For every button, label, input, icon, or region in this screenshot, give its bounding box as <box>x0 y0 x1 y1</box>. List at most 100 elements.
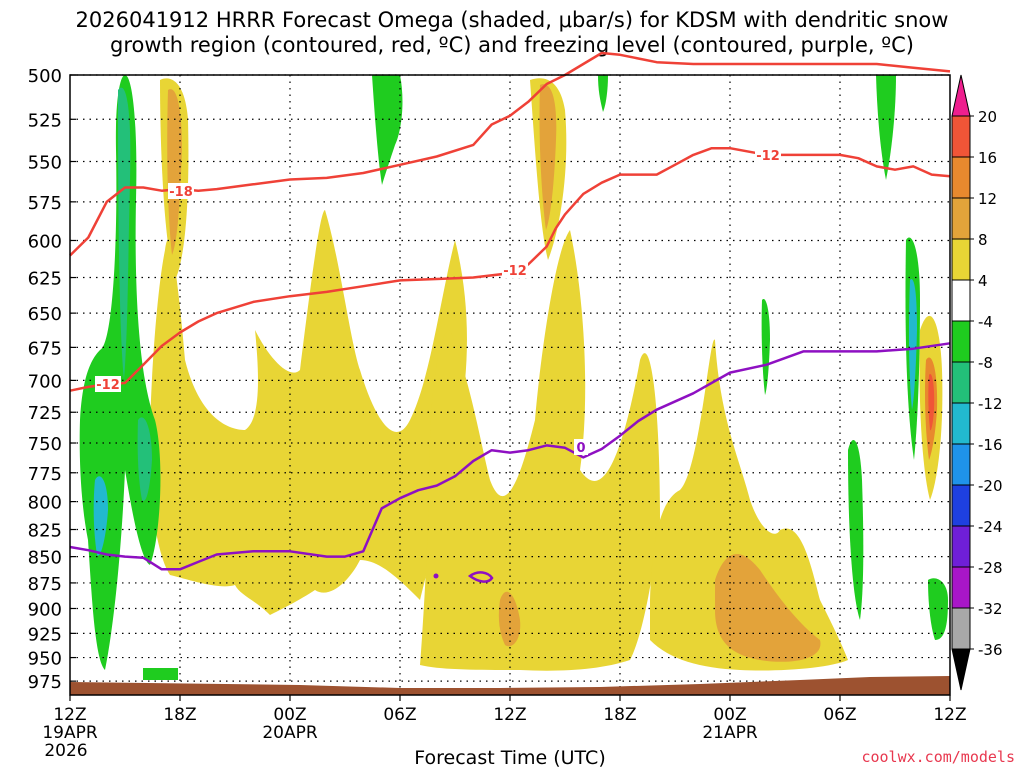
y-axis: 500 525 550 575 600 625 650 675 700 725 750 775 800 8… <box>28 66 76 693</box>
colorbar-label: 4 <box>978 272 988 290</box>
rising-core-low-left-2 <box>137 417 152 501</box>
omega-shading-background <box>79 75 948 680</box>
y-tick-label: 900 <box>28 599 62 620</box>
colorbar-label: -4 <box>978 313 993 331</box>
y-tick-label: 925 <box>28 624 62 645</box>
freezing-level-dot <box>433 573 439 579</box>
y-tick-label: 725 <box>28 403 62 424</box>
colorbar-label: -20 <box>978 477 1003 495</box>
x-tick-year-label: 2026 <box>44 741 87 761</box>
colorbar-bin <box>951 156 971 199</box>
colorbar-label: -28 <box>978 559 1003 577</box>
colorbar-label: -36 <box>978 641 1003 659</box>
y-tick-label: 625 <box>28 269 62 290</box>
y-tick-label: 525 <box>28 110 62 131</box>
colorbar-bin <box>951 566 971 609</box>
y-tick-label: 600 <box>28 231 62 252</box>
contour-label-dgz-right: -12 <box>756 149 780 164</box>
colorbar-label: -32 <box>978 600 1003 618</box>
rising-strip-lower-right <box>848 440 864 620</box>
colorbar-label: 20 <box>978 108 997 126</box>
rising-strip-lower-right-2 <box>928 578 948 640</box>
contour-series-3 <box>69 342 951 571</box>
sinking-area-center <box>420 230 660 671</box>
rising-patch-bottom-left <box>143 668 178 680</box>
sinking-core-top-center <box>539 84 557 230</box>
y-tick-label: 775 <box>28 464 62 485</box>
contour-label-dgz-mid: -12 <box>503 264 527 279</box>
rising-strip-right-top <box>876 75 896 180</box>
y-tick-label: 500 <box>28 66 62 87</box>
colorbar-bin <box>951 402 971 445</box>
sinking-core-low-right <box>715 553 821 662</box>
x-tick-date-label: 19APR <box>42 723 98 743</box>
contour-label-dgz-upper: -18 <box>169 185 193 200</box>
x-tick-label: 12Z <box>493 705 526 725</box>
colorbar-label: -16 <box>978 436 1003 454</box>
colorbar-bin <box>951 443 971 486</box>
x-tick-label: 12Z <box>933 705 966 725</box>
colorbar-label: -24 <box>978 518 1003 536</box>
colorbar-bin <box>951 361 971 404</box>
colorbar-bin <box>951 320 971 363</box>
colorbar-bin <box>951 197 971 240</box>
y-tick-label: 575 <box>28 193 62 214</box>
x-tick-label: 12Z <box>53 705 86 725</box>
x-tick-label: 06Z <box>383 705 416 725</box>
rising-area-top-center-right <box>598 75 608 112</box>
contour-label-freezing: 0 <box>576 441 585 456</box>
contour-label-dgz-lower: -12 <box>96 378 120 393</box>
y-tick-label: 700 <box>28 371 62 392</box>
colorbar-label: 8 <box>978 231 988 249</box>
contour-labels: -18 -12 -12 -12 0 <box>95 147 781 456</box>
freezing-level-loop <box>467 571 494 583</box>
rising-strip-right-core <box>908 279 917 410</box>
rising-area-top-center-left <box>372 75 403 185</box>
y-tick-label: 550 <box>28 153 62 174</box>
ground-terrain <box>70 676 950 695</box>
chart-title-line1: 2026041912 HRRR Forecast Omega (shaded, … <box>76 8 949 32</box>
colorbar-bin <box>951 115 971 158</box>
colorbar-bin <box>951 279 971 322</box>
contour-lines <box>69 51 951 571</box>
colorbar-bin <box>951 525 971 568</box>
rising-core-low-left <box>93 476 108 556</box>
x-tick-label: 06Z <box>823 705 856 725</box>
y-tick-label: 875 <box>28 574 62 595</box>
sinking-core-top-left <box>167 89 182 256</box>
x-tick-label: 00Z <box>273 705 306 725</box>
colorbar-label: -12 <box>978 395 1003 413</box>
y-tick-label: 650 <box>28 304 62 325</box>
sinking-hot-right <box>928 374 935 431</box>
sinking-area-left <box>149 210 467 615</box>
rising-core-left <box>118 87 131 380</box>
colorbar-label: -8 <box>978 354 993 372</box>
y-tick-label: 675 <box>28 338 62 359</box>
contour-series-0 <box>69 51 951 257</box>
x-axis-label: Forecast Time (UTC) <box>414 747 605 768</box>
x-tick-label: 00Z <box>713 705 746 725</box>
colorbar-label: 12 <box>978 190 997 208</box>
colorbar-bin <box>951 484 971 527</box>
credit-text: coolwx.com/models <box>861 748 1015 766</box>
chart-title-line2: growth region (contoured, red, ºC) and f… <box>110 33 914 57</box>
y-tick-label: 850 <box>28 548 62 569</box>
x-tick-date-label: 20APR <box>262 723 318 743</box>
colorbar-bin-bottom-arrow <box>951 648 971 691</box>
x-tick-date-label: 21APR <box>702 723 758 743</box>
y-tick-label: 800 <box>28 493 62 514</box>
colorbar-bin <box>951 607 971 650</box>
sinking-area-right <box>650 339 848 671</box>
colorbar-bin <box>951 238 971 281</box>
x-tick-label: 18Z <box>163 705 196 725</box>
colorbar: 20 16 12 8 4 -4 -8 -12 -16 -20 -24 -28 -32 -36 <box>951 74 1003 691</box>
y-tick-label: 975 <box>28 672 62 693</box>
sinking-core-low-center <box>498 591 521 647</box>
colorbar-bin-top-arrow <box>951 74 971 117</box>
x-tick-label: 18Z <box>603 705 636 725</box>
colorbar-label: 16 <box>978 149 997 167</box>
contour-series-2 <box>554 146 951 229</box>
y-tick-label: 750 <box>28 434 62 455</box>
